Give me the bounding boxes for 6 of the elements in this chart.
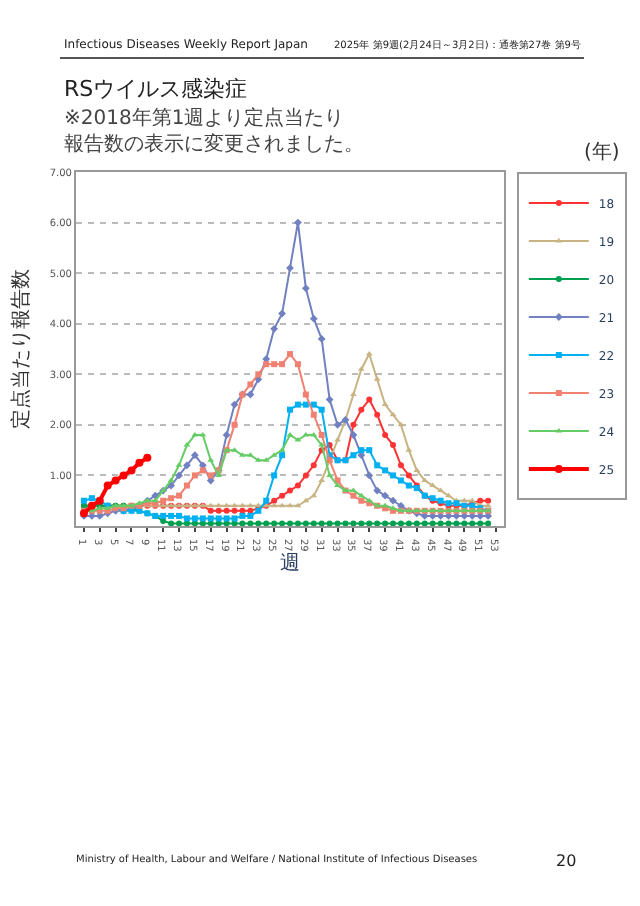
x-axis-title: 週 [280, 552, 300, 575]
legend-title: (年) [584, 140, 620, 164]
chart-subtitle: ※2018年第1週より定点当たり報告数の表示に変更されました。 [64, 106, 364, 156]
y-axis-title: 定点当たり報告数 [9, 269, 33, 429]
chart-title: RSウイルス感染症 [64, 76, 248, 102]
text: 20 [556, 852, 577, 870]
